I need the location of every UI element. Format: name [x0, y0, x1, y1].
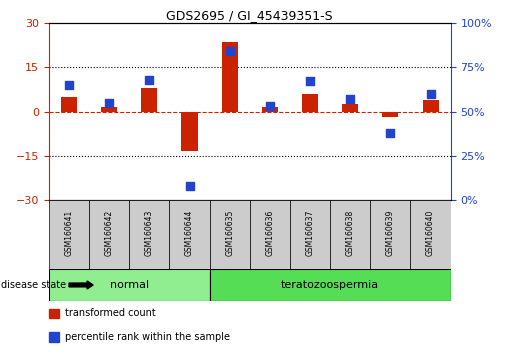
Text: GSM160642: GSM160642	[105, 210, 114, 256]
Bar	[49, 200, 89, 269]
Bar	[89, 200, 129, 269]
Text: GSM160643: GSM160643	[145, 210, 154, 256]
Bar	[370, 200, 410, 269]
Text: GSM160641: GSM160641	[64, 210, 74, 256]
FancyArrow shape	[69, 281, 93, 289]
Bar	[49, 332, 59, 342]
Bar	[330, 200, 370, 269]
Bar	[129, 200, 169, 269]
Bar	[141, 88, 158, 112]
Text: normal: normal	[110, 280, 149, 290]
Bar	[61, 97, 77, 112]
Bar	[169, 200, 210, 269]
Point	[185, 183, 194, 189]
Text: GSM160644: GSM160644	[185, 210, 194, 256]
Point	[386, 130, 394, 136]
Point	[65, 82, 73, 88]
Text: disease state: disease state	[1, 280, 66, 290]
Bar	[49, 269, 210, 301]
Bar	[181, 112, 198, 152]
Text: GSM160638: GSM160638	[346, 210, 355, 256]
Title: GDS2695 / GI_45439351-S: GDS2695 / GI_45439351-S	[166, 9, 333, 22]
Bar	[302, 94, 318, 112]
Text: GSM160637: GSM160637	[305, 210, 315, 256]
Bar	[101, 107, 117, 112]
Text: percentile rank within the sample: percentile rank within the sample	[65, 332, 230, 342]
Bar	[342, 104, 358, 112]
Point	[266, 103, 274, 109]
Bar	[422, 100, 439, 112]
Bar	[250, 200, 290, 269]
Text: GSM160636: GSM160636	[265, 210, 274, 256]
Text: GSM160635: GSM160635	[225, 210, 234, 256]
Point	[105, 100, 113, 105]
Text: GSM160639: GSM160639	[386, 210, 395, 256]
Text: transformed count: transformed count	[65, 308, 156, 318]
Point	[226, 48, 234, 54]
Point	[306, 79, 314, 84]
Point	[145, 77, 153, 82]
Bar	[49, 309, 59, 319]
Point	[426, 91, 435, 97]
Point	[346, 96, 354, 102]
Bar	[290, 200, 330, 269]
Text: GSM160640: GSM160640	[426, 210, 435, 256]
Bar	[382, 112, 399, 118]
Bar	[410, 200, 451, 269]
Bar	[210, 200, 250, 269]
Bar	[221, 42, 238, 112]
Bar	[262, 107, 278, 112]
Text: teratozoospermia: teratozoospermia	[281, 280, 379, 290]
Bar	[210, 269, 451, 301]
